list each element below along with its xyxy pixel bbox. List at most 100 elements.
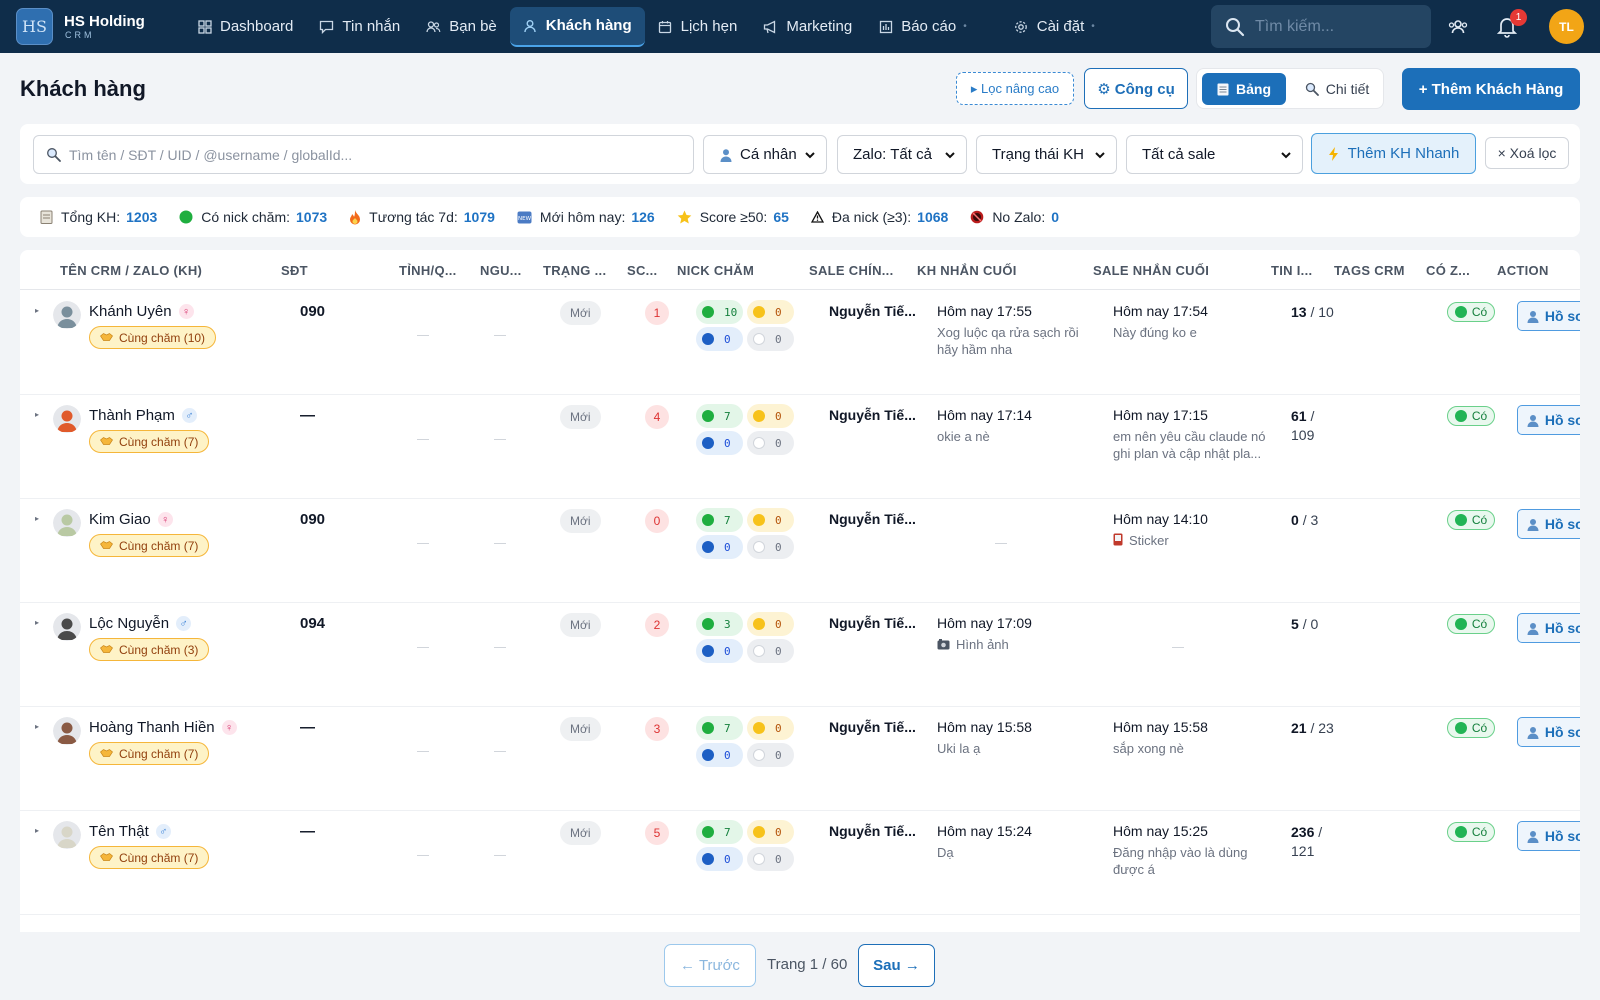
- expand-row-icon[interactable]: ▸: [35, 514, 40, 523]
- col-status[interactable]: TRẠNG ...: [543, 263, 607, 278]
- message-count: 236 / 121: [1291, 823, 1341, 861]
- col-zalo[interactable]: CÓ Z...: [1426, 263, 1470, 278]
- customer-avatar[interactable]: [53, 509, 81, 537]
- kh-last-message-text: Xog luộc qa rửa sạch rồi hãy hầm nha: [937, 325, 1079, 357]
- customer-avatar[interactable]: [53, 821, 81, 849]
- col-score[interactable]: SC...: [627, 263, 658, 278]
- green-dot-icon: [702, 826, 714, 838]
- profile-button[interactable]: Hồ sơ: [1517, 821, 1580, 851]
- add-customer-button[interactable]: + Thêm Khách Hàng: [1402, 68, 1580, 110]
- customer-name[interactable]: Khánh Uyên ♀: [89, 303, 194, 320]
- profile-button[interactable]: Hồ sơ: [1517, 405, 1580, 435]
- table-header: TÊN CRM / ZALO (KH) SĐT TỈNH/Q... NGU...…: [20, 250, 1580, 290]
- nav-dashboard[interactable]: Dashboard: [184, 7, 306, 47]
- nav-marketing[interactable]: Marketing: [750, 7, 865, 47]
- type-select[interactable]: Cá nhân: [703, 135, 827, 174]
- clear-filter-button[interactable]: × Xoá lọc: [1485, 137, 1569, 169]
- kh-last-message-text: Dạ: [937, 845, 954, 860]
- assigned-sale: Nguyễn Tiế...: [829, 303, 916, 319]
- customer-name[interactable]: Tên Thật ♂: [89, 823, 171, 840]
- green-dot-icon: [179, 210, 193, 224]
- green-dot-icon: [1454, 514, 1467, 526]
- table-row[interactable]: ▸ Tên Thật ♂ Cùng chăm (7) — Mới 5 7 0 0…: [20, 811, 1580, 915]
- chevron-down-icon: [944, 148, 956, 165]
- col-name[interactable]: TÊN CRM / ZALO (KH): [60, 263, 203, 278]
- col-kh-last[interactable]: KH NHẮN CUỐI: [917, 263, 1017, 278]
- expand-row-icon[interactable]: ▸: [35, 410, 40, 419]
- stat-total: Tổng KH: 1203: [40, 209, 157, 225]
- customer-avatar[interactable]: [53, 301, 81, 329]
- quick-add-label: Thêm KH Nhanh: [1347, 145, 1460, 162]
- expand-row-icon[interactable]: ▸: [35, 618, 40, 627]
- nav-messages[interactable]: Tin nhắn: [306, 7, 413, 47]
- zalo-badge: Có: [1447, 718, 1495, 738]
- col-sale[interactable]: SALE CHÍN...: [809, 263, 894, 278]
- prev-page-button[interactable]: ← Trước: [664, 944, 756, 987]
- customer-name[interactable]: Kim Giao ♀: [89, 511, 173, 528]
- quick-add-button[interactable]: Thêm KH Nhanh: [1311, 133, 1476, 174]
- global-search[interactable]: [1211, 5, 1431, 48]
- col-tags[interactable]: TAGS CRM: [1334, 263, 1405, 278]
- phone-number: 090: [300, 303, 326, 320]
- top-navbar: HS HS Holding CRM Dashboard Tin nhắn Bạn…: [0, 0, 1600, 53]
- col-sale-last[interactable]: SALE NHẮN CUỐI: [1093, 263, 1210, 278]
- col-province[interactable]: TỈNH/Q...: [399, 263, 457, 278]
- customer-search-input[interactable]: [69, 146, 669, 163]
- expand-row-icon[interactable]: ▸: [35, 306, 40, 315]
- customer-avatar[interactable]: [53, 405, 81, 433]
- assigned-sale: Nguyễn Tiế...: [829, 407, 916, 423]
- view-table-button[interactable]: Bảng: [1202, 73, 1286, 105]
- nav-customers[interactable]: Khách hàng: [509, 6, 645, 47]
- empty-dash: [494, 855, 506, 856]
- nav-calendar[interactable]: Lịch hẹn: [645, 7, 751, 47]
- global-search-input[interactable]: [1255, 17, 1425, 36]
- empty-dash: [494, 647, 506, 648]
- sale-select[interactable]: Tất cả sale: [1126, 135, 1303, 174]
- user-avatar[interactable]: TL: [1549, 9, 1584, 44]
- col-nick[interactable]: NICK CHĂM: [677, 263, 755, 278]
- profile-button[interactable]: Hồ sơ: [1517, 717, 1580, 747]
- profile-button[interactable]: Hồ sơ: [1517, 301, 1580, 331]
- nav-reports[interactable]: Báo cáo: [865, 7, 969, 47]
- tools-button[interactable]: ⚙ Công cụ: [1084, 68, 1188, 109]
- profile-button[interactable]: Hồ sơ: [1517, 509, 1580, 539]
- customer-name[interactable]: Hoàng Thanh Hiền ♀: [89, 719, 237, 736]
- nav-label: Tin nhắn: [342, 18, 401, 35]
- expand-row-icon[interactable]: ▸: [35, 722, 40, 731]
- message-count: 0 / 3: [1291, 511, 1341, 530]
- next-page-button[interactable]: Sau →: [858, 944, 935, 987]
- nav-friends[interactable]: Bạn bè: [413, 7, 510, 47]
- view-detail-button[interactable]: Chi tiết: [1295, 73, 1379, 105]
- profile-button[interactable]: Hồ sơ: [1517, 613, 1580, 643]
- care-badge-label: Cùng chăm (7): [119, 850, 199, 865]
- customer-search[interactable]: [33, 135, 694, 174]
- table-row[interactable]: ▸ Hoàng Thanh Hiền ♀ Cùng chăm (7) — Mới…: [20, 707, 1580, 811]
- col-phone[interactable]: SĐT: [281, 263, 308, 278]
- team-icon[interactable]: [1444, 13, 1472, 41]
- table-row[interactable]: ▸ Khánh Uyên ♀ Cùng chăm (10) 090 Mới 1 …: [20, 291, 1580, 395]
- empty-dash: [417, 855, 429, 856]
- customer-avatar[interactable]: [53, 717, 81, 745]
- expand-row-icon[interactable]: ▸: [35, 826, 40, 835]
- male-icon: ♂: [155, 824, 171, 839]
- col-messages[interactable]: TIN I...: [1271, 263, 1313, 278]
- zalo-select[interactable]: Zalo: Tất cả: [837, 135, 967, 174]
- white-dot-icon: [753, 541, 765, 553]
- bell-icon[interactable]: 1: [1493, 9, 1527, 41]
- status-select[interactable]: Trạng thái KH: [976, 135, 1117, 174]
- app-logo[interactable]: HS HS Holding CRM: [16, 8, 176, 45]
- customer-name[interactable]: Lộc Nguyễn ♂: [89, 615, 192, 632]
- customer-avatar[interactable]: [53, 613, 81, 641]
- zalo-badge-label: Có: [1471, 513, 1488, 527]
- advanced-filter-button[interactable]: ▸ Lọc nâng cao: [956, 72, 1074, 105]
- yellow-dot-icon: [753, 826, 765, 838]
- col-source[interactable]: NGU...: [480, 263, 522, 278]
- table-row[interactable]: ▸ Kim Giao ♀ Cùng chăm (7) 090 Mới 0 7 0…: [20, 499, 1580, 603]
- stat-nick-care: Có nick chăm: 1073: [179, 209, 327, 225]
- logo-mark: HS: [16, 8, 53, 45]
- table-row[interactable]: ▸ Thành Phạm ♂ Cùng chăm (7) — Mới 4 7 0…: [20, 395, 1580, 499]
- chevron-down-icon: [1280, 148, 1292, 165]
- nav-settings[interactable]: Cài đặt: [1001, 7, 1098, 47]
- table-row[interactable]: ▸ Lộc Nguyễn ♂ Cùng chăm (3) 094 Mới 2 3…: [20, 603, 1580, 707]
- customer-name[interactable]: Thành Phạm ♂: [89, 407, 197, 424]
